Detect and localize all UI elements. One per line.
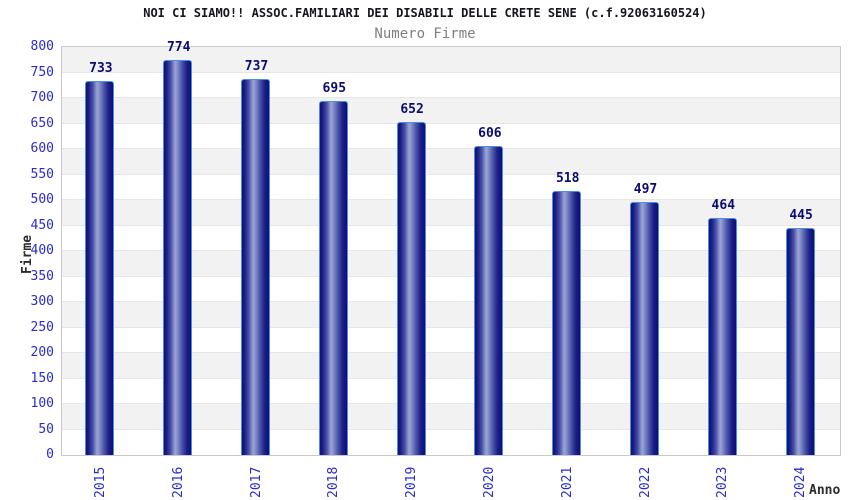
bar-value-label: 652	[400, 102, 424, 117]
x-tick-label: 2015	[92, 466, 108, 498]
bar	[85, 81, 115, 455]
plot-area: 733 774 737 695 652 606 518 497 464 445	[61, 40, 841, 456]
x-tick-label: 2021	[559, 466, 575, 498]
y-tick-label: 350	[30, 268, 54, 284]
y-tick-label: 50	[38, 421, 54, 437]
bar-value-label: 464	[711, 198, 736, 213]
y-tick-label: 400	[30, 243, 54, 258]
y-tick-label: 500	[30, 192, 54, 207]
bar-value-label: 445	[789, 208, 813, 223]
bar	[241, 79, 270, 455]
y-tick-label: 100	[30, 396, 54, 411]
bar	[707, 218, 737, 455]
y-tick-label: 800	[30, 39, 54, 54]
bar	[474, 146, 504, 455]
y-tick-label: 300	[30, 294, 54, 309]
x-tick-label: 2022	[637, 466, 653, 498]
x-tick-label: 2023	[715, 466, 731, 498]
x-tick-label: 2017	[248, 466, 264, 498]
y-tick-label: 150	[30, 370, 54, 386]
y-tick-label: 200	[30, 345, 54, 360]
bar	[785, 228, 815, 455]
bar-value-label: 518	[555, 171, 580, 186]
bar-value-label: 695	[322, 81, 347, 96]
x-tick-label: 2024	[793, 466, 809, 498]
chart-title: NOI CI SIAMO!! ASSOC.FAMILIARI DEI DISAB…	[143, 6, 707, 20]
bar-value-label: 497	[633, 182, 658, 197]
x-tick-label: 2019	[404, 466, 420, 498]
y-tick-label: 550	[30, 166, 54, 182]
x-tick-label: 2016	[170, 466, 186, 498]
bar	[318, 101, 348, 455]
bar-value-label: 606	[478, 126, 502, 141]
bar	[396, 122, 426, 455]
y-tick-label: 600	[30, 141, 54, 156]
y-tick-label: 450	[30, 217, 54, 233]
x-axis-title: Anno	[809, 483, 841, 498]
bar	[552, 191, 582, 455]
y-tick-label: 750	[30, 64, 54, 80]
bar-value-label: 733	[89, 61, 113, 76]
x-tick-label: 2018	[326, 466, 342, 498]
y-tick-label: 650	[30, 115, 54, 131]
bar	[163, 60, 193, 455]
y-tick-label: 250	[30, 319, 54, 335]
y-tick-label: 0	[46, 447, 54, 462]
bar-value-label: 774	[166, 40, 191, 55]
x-tick-label: 2020	[481, 466, 497, 498]
bar-value-label: 737	[244, 59, 269, 74]
y-axis-title: Firme	[20, 234, 35, 274]
bar	[630, 202, 659, 455]
chart-subtitle: Numero Firme	[374, 26, 476, 42]
y-tick-label: 700	[30, 90, 54, 105]
